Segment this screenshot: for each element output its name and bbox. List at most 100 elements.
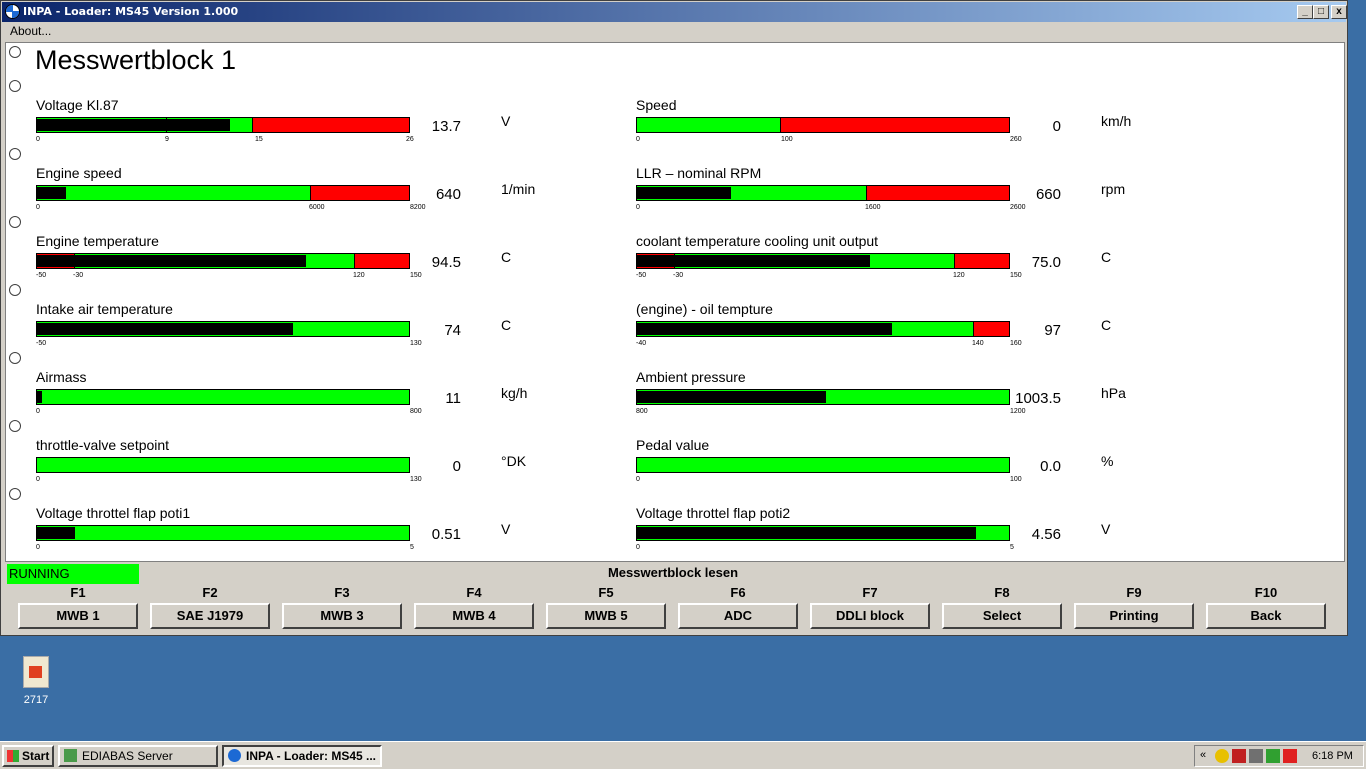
gauge-value: 94.5 bbox=[431, 254, 461, 271]
gauge-tick-label: -30 bbox=[73, 272, 84, 279]
gauge-tick-label: 800 bbox=[636, 408, 648, 415]
gauge-engine-temperature: Engine temperature -50 -30 120 150 94.5 C bbox=[36, 233, 596, 293]
gauge-tick-label: 8200 bbox=[410, 204, 426, 211]
fkey-label-f1: F1 bbox=[70, 585, 86, 600]
gauge-tick-label: 15 bbox=[255, 136, 263, 143]
gauge-bar bbox=[636, 389, 1010, 405]
gauge-unit: kg/h bbox=[501, 385, 528, 401]
radio-row-8[interactable] bbox=[9, 488, 21, 500]
radio-row-5[interactable] bbox=[9, 284, 21, 296]
minimize-button[interactable]: _ bbox=[1297, 5, 1313, 19]
gauge-fill bbox=[37, 255, 306, 267]
gauge-value: 660 bbox=[1035, 186, 1061, 203]
gauge-coolant-temperature-cooling-unit-output: coolant temperature cooling unit output -… bbox=[636, 233, 1196, 293]
maximize-button[interactable]: □ bbox=[1313, 5, 1329, 19]
gauge-pedal-value: Pedal value 0 100 0.0% bbox=[636, 437, 1196, 497]
fkey-button-mwb-5[interactable]: MWB 5 bbox=[546, 603, 666, 629]
gauge-fill bbox=[37, 323, 293, 335]
network-icon[interactable] bbox=[1249, 749, 1263, 763]
desktop-file-icon[interactable]: 2717 bbox=[14, 656, 58, 706]
radio-row-3[interactable] bbox=[9, 148, 21, 160]
gauge-marker bbox=[74, 254, 75, 268]
gauge-tick-label: 0 bbox=[636, 136, 640, 143]
fkey-button-printing[interactable]: Printing bbox=[1074, 603, 1194, 629]
fkey-button-mwb-4[interactable]: MWB 4 bbox=[414, 603, 534, 629]
gauge-tick-label: 0 bbox=[36, 204, 40, 211]
gauge-marker bbox=[354, 254, 355, 268]
gauge-value: 13.7 bbox=[431, 118, 461, 135]
close-button[interactable]: x bbox=[1331, 5, 1347, 19]
gauge-tick-label: 2600 bbox=[1010, 204, 1026, 211]
task-label: INPA - Loader: MS45 ... bbox=[246, 749, 377, 763]
gauge-value: 0 bbox=[1052, 118, 1061, 135]
start-button[interactable]: Start bbox=[2, 745, 54, 767]
fkey-button-back[interactable]: Back bbox=[1206, 603, 1326, 629]
tray-expand-icon[interactable]: « bbox=[1200, 749, 1207, 761]
radio-row-6[interactable] bbox=[9, 352, 21, 364]
fkey-button-sae-j1979[interactable]: SAE J1979 bbox=[150, 603, 270, 629]
gauge-fill bbox=[37, 391, 42, 403]
radio-row-2[interactable] bbox=[9, 80, 21, 92]
flash-icon[interactable] bbox=[1283, 749, 1297, 763]
gauge-tick-label: 150 bbox=[1010, 272, 1022, 279]
gauge-unit: °DK bbox=[501, 453, 527, 469]
gauge-ambient-pressure: Ambient pressure 800 1200 1003.5 hPa bbox=[636, 369, 1196, 429]
gauge-label: Engine speed bbox=[36, 165, 122, 181]
gauge-tick-label: 0 bbox=[636, 476, 640, 483]
gauge-tick-label: 26 bbox=[406, 136, 414, 143]
gauge-bar bbox=[36, 457, 410, 473]
fkey-button-ddli-block[interactable]: DDLI block bbox=[810, 603, 930, 629]
gauge-value: 0.0 bbox=[1040, 458, 1061, 475]
gauge-speed: Speed 0 100 260 0 km/h bbox=[636, 97, 1196, 157]
gauge-tick-label: -40 bbox=[636, 340, 647, 347]
menu-about[interactable]: About... bbox=[10, 24, 52, 38]
gauge-value: 1003.5 bbox=[1015, 390, 1061, 407]
fkey-button-mwb-1[interactable]: MWB 1 bbox=[18, 603, 138, 629]
fkey-label-f7: F7 bbox=[862, 585, 878, 600]
gauge-unit: C bbox=[501, 317, 512, 333]
gauge-label: coolant temperature cooling unit output bbox=[636, 233, 879, 249]
task-ediabas-server[interactable]: EDIABAS Server bbox=[58, 745, 218, 767]
gauge-tick-label: 0 bbox=[36, 476, 40, 483]
bmw-logo-icon bbox=[5, 4, 20, 19]
fkey-label-f8: F8 bbox=[994, 585, 1010, 600]
task-inpa-loader[interactable]: INPA - Loader: MS45 ... bbox=[222, 745, 382, 767]
gauge-bar bbox=[36, 321, 410, 337]
file-icon bbox=[23, 656, 49, 688]
gauge-unit: V bbox=[501, 113, 511, 129]
gauge-bar bbox=[636, 321, 1010, 337]
gauge-unit: V bbox=[501, 521, 511, 537]
menu-bar: About... bbox=[2, 22, 1346, 41]
radio-row-1[interactable] bbox=[9, 46, 21, 58]
gauge-tick-label: 1200 bbox=[1010, 408, 1026, 415]
radio-row-7[interactable] bbox=[9, 420, 21, 432]
fkey-button-adc[interactable]: ADC bbox=[678, 603, 798, 629]
gauge-unit: km/h bbox=[1101, 113, 1132, 129]
gauge-fill bbox=[37, 119, 230, 131]
title-bar[interactable]: INPA - Loader: MS45 Version 1.000 _ □ x bbox=[2, 2, 1347, 22]
radio-row-4[interactable] bbox=[9, 216, 21, 228]
gauge-tick-label: 800 bbox=[410, 408, 422, 415]
fkey-button-mwb-3[interactable]: MWB 3 bbox=[282, 603, 402, 629]
gauge-llr-nominal-rpm: LLR – nominal RPM 0 1600 2600 660 rpm bbox=[636, 165, 1196, 225]
gauge-unit: rpm bbox=[1101, 181, 1126, 197]
gauge-value: 74 bbox=[444, 322, 461, 339]
status-area: RUNNING Messwertblock lesen F1 MWB 1 F2 SAE… bbox=[5, 562, 1345, 634]
gauge-label: LLR – nominal RPM bbox=[636, 165, 762, 181]
shield-icon[interactable] bbox=[1215, 749, 1229, 763]
gauge-tick-label: 140 bbox=[972, 340, 984, 347]
fkey-label-f9: F9 bbox=[1126, 585, 1142, 600]
gauge-fill bbox=[637, 323, 892, 335]
fkey-button-select[interactable]: Select bbox=[942, 603, 1062, 629]
gauge-tick-label: 150 bbox=[410, 272, 422, 279]
gauge-value: 11 bbox=[445, 390, 461, 407]
security-icon[interactable] bbox=[1232, 749, 1246, 763]
gauge-bar bbox=[36, 117, 410, 133]
gauge-fill bbox=[37, 187, 66, 199]
gauge-bar bbox=[636, 457, 1010, 473]
gauge-bar bbox=[36, 389, 410, 405]
safe-remove-icon[interactable] bbox=[1266, 749, 1280, 763]
gauge-tick-label: -50 bbox=[36, 340, 47, 347]
gauge-tick-label: 5 bbox=[1010, 544, 1014, 551]
gauge-marker bbox=[166, 118, 167, 132]
